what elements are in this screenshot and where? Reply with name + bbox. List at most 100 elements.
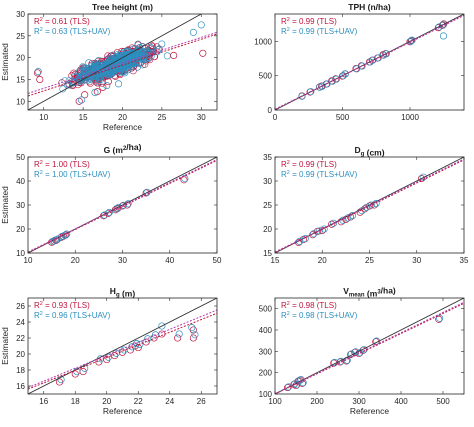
point-tlsuav	[124, 64, 132, 72]
x-tick-label: 40	[165, 256, 174, 265]
points-layer	[275, 14, 464, 110]
fit-line-tlsuav	[28, 309, 217, 389]
point-tlsuav	[112, 205, 120, 213]
point-tlsuav	[119, 201, 127, 209]
fit-line-tls	[28, 312, 217, 390]
y-tick-label: 50	[16, 153, 25, 162]
point-tlsuav	[76, 77, 84, 85]
points-layer	[28, 14, 217, 110]
point-tlsuav	[82, 69, 90, 77]
y-tick-label: 200	[259, 369, 273, 378]
x-tick-label: 1000	[401, 113, 419, 122]
point-tlsuav	[133, 340, 141, 348]
x-tick-label: 15	[271, 256, 280, 265]
point-tlsuav	[91, 88, 99, 97]
point-tlsuav	[358, 62, 366, 70]
fit-line-tls	[275, 159, 464, 253]
point-tls	[36, 75, 44, 84]
x-tick-label: 22	[134, 397, 143, 406]
point-tls	[81, 91, 89, 99]
point-tlsuav	[136, 44, 144, 52]
x-tick-label: 50	[213, 256, 222, 265]
point-tls	[417, 175, 426, 183]
r2-tls-label: R2 = 0.99 (TLS)	[281, 160, 337, 169]
y-tick-label: 25	[263, 201, 272, 210]
point-tls	[189, 334, 197, 342]
point-tlsuav	[439, 32, 448, 40]
x-tick-label: 35	[460, 256, 469, 265]
point-tlsuav	[296, 237, 304, 246]
point-tlsuav	[115, 80, 123, 88]
point-tlsuav	[78, 96, 86, 104]
point-tlsuav	[341, 70, 349, 78]
axes-box	[274, 13, 465, 111]
x-axis-label: Reference	[103, 122, 142, 132]
point-tlsuav	[147, 49, 155, 57]
y-tick-label: 20	[16, 350, 25, 359]
x-tick-label: 30	[412, 256, 421, 265]
x-tick-label: 500	[336, 113, 350, 122]
x-tick-label: 16	[39, 397, 48, 406]
point-tls	[306, 88, 314, 96]
y-tick-label: 100	[259, 390, 273, 399]
point-tlsuav	[114, 60, 122, 68]
r2-tlsuav-label: R2 = 0.63 (TLS+UAV)	[34, 27, 111, 36]
x-tick-label: 25	[365, 256, 374, 265]
point-tlsuav	[104, 353, 112, 361]
point-tlsuav	[339, 72, 347, 80]
point-tlsuav	[34, 68, 42, 76]
point-tlsuav	[307, 88, 315, 96]
points-layer	[275, 157, 464, 253]
x-tick-label: 24	[165, 397, 174, 406]
point-tlsuav	[197, 21, 205, 29]
points-layer	[28, 157, 217, 253]
panel-4: 15 20 25 30 35 15 20 25 30 35 R2 = 0.99 (TLS)R2 = …	[263, 145, 469, 265]
y-tick-label: 24	[16, 318, 25, 327]
y-tick-label: 10	[16, 249, 25, 258]
point-tlsuav	[328, 77, 336, 85]
r2-tlsuav-label: R2 = 0.99 (TLS+UAV)	[281, 27, 358, 36]
x-tick-label: 18	[71, 397, 80, 406]
point-tlsuav	[135, 54, 143, 62]
point-tlsuav	[310, 230, 318, 238]
point-tlsuav	[103, 82, 111, 90]
point-tlsuav	[131, 53, 139, 61]
point-tlsuav	[158, 40, 166, 48]
point-tlsuav	[407, 37, 415, 45]
r2-tlsuav-label: R2 = 0.96 (TLS+UAV)	[34, 311, 111, 320]
point-tls	[55, 378, 64, 386]
point-tlsuav	[153, 48, 161, 56]
point-tlsuav	[61, 231, 69, 239]
point-tlsuav	[146, 43, 154, 51]
point-tlsuav	[330, 219, 338, 227]
point-tlsuav	[133, 53, 141, 61]
x-tick-label: 30	[197, 113, 206, 122]
point-tlsuav	[94, 78, 102, 86]
panel-title: Vmean (m3/ha)	[343, 286, 396, 299]
y-tick-label: 20	[263, 225, 272, 234]
point-tlsuav	[295, 377, 303, 385]
point-tlsuav	[435, 23, 443, 31]
points-layer	[275, 298, 464, 394]
point-tls	[95, 358, 103, 366]
point-tlsuav	[107, 66, 115, 74]
y-tick-label: 15	[263, 249, 272, 258]
y-tick-label: 35	[263, 153, 272, 162]
panel-6: 100 200 300 400 500 100 200 300 400 500 R2 = 0.98 …	[259, 286, 465, 416]
y-tick-label: 1000	[254, 37, 272, 46]
x-axis-label: Reference	[350, 406, 389, 416]
point-tlsuav	[332, 75, 340, 83]
y-tick-label: 20	[16, 54, 25, 63]
r2-tls-label: R2 = 1.00 (TLS)	[34, 160, 90, 169]
x-tick-label: 20	[118, 113, 127, 122]
point-tlsuav	[63, 230, 71, 238]
x-tick-label: 20	[102, 397, 111, 406]
point-tlsuav	[134, 60, 142, 68]
point-tlsuav	[120, 63, 128, 71]
point-tls	[435, 315, 443, 323]
point-tlsuav	[363, 203, 371, 211]
y-tick-label: 0	[268, 106, 273, 115]
x-tick-label: 20	[71, 256, 80, 265]
panel-title: Dg (cm)	[354, 145, 384, 158]
